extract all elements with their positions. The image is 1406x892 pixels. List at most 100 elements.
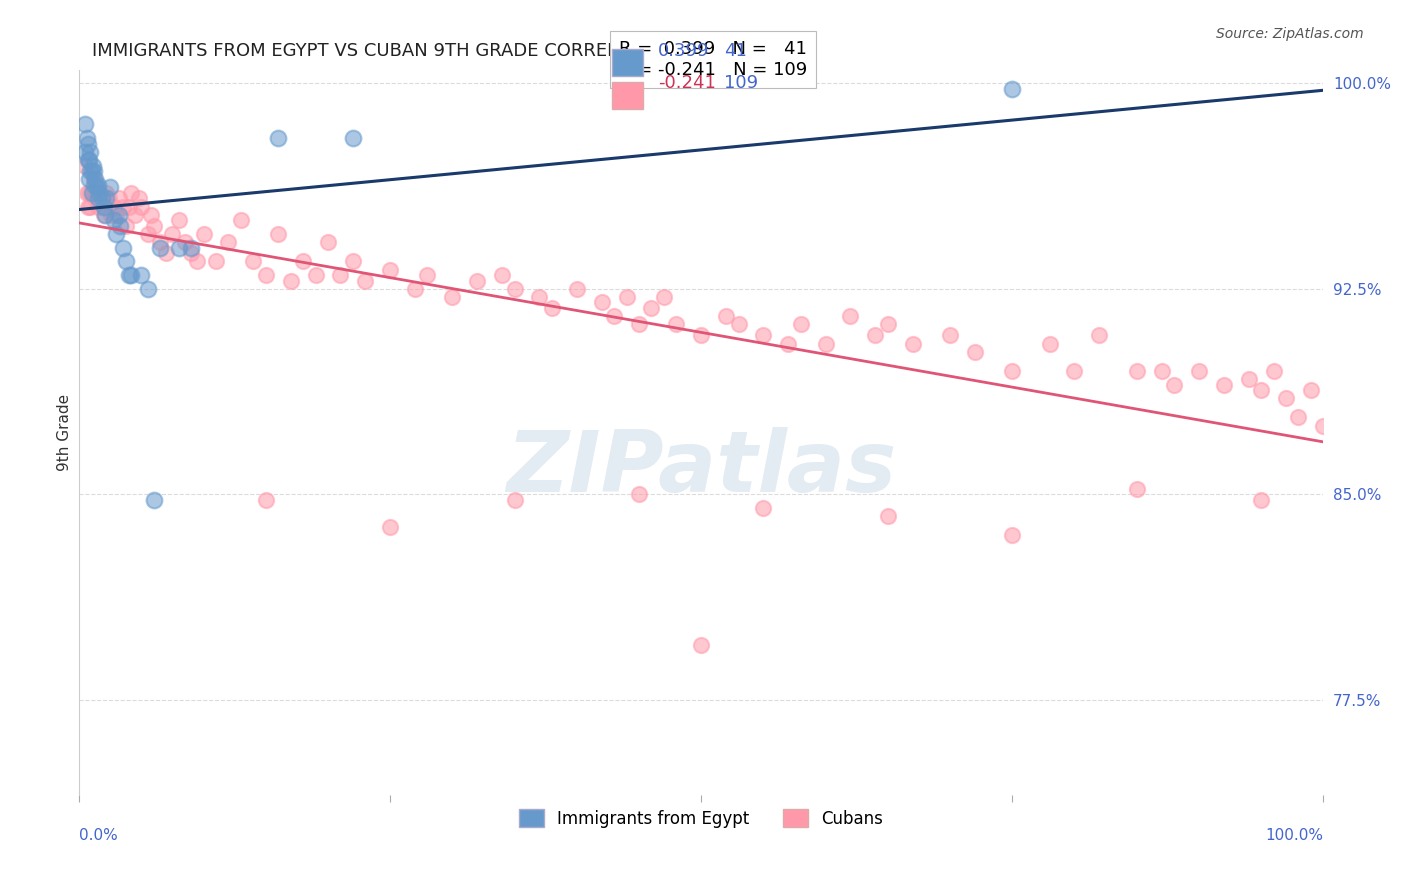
Point: [1275, 392, 1298, 406]
Point: [354, 273, 377, 287]
Point: [304, 268, 326, 282]
Point: [84, 172, 107, 186]
Point: [111, 241, 134, 255]
Point: [229, 213, 252, 227]
Point: [1163, 377, 1185, 392]
Point: [217, 235, 239, 250]
Point: [87, 186, 110, 200]
Point: [108, 208, 131, 222]
Text: 41: 41: [724, 42, 747, 60]
Point: [136, 282, 159, 296]
Point: [616, 290, 638, 304]
Point: [1263, 364, 1285, 378]
Point: [1001, 364, 1024, 378]
Point: [142, 492, 165, 507]
Point: [118, 268, 141, 282]
Point: [115, 254, 138, 268]
Point: [162, 227, 184, 241]
Point: [96, 191, 118, 205]
Point: [167, 241, 190, 255]
Point: [441, 290, 464, 304]
Point: [1038, 336, 1060, 351]
Point: [76, 136, 98, 151]
Point: [790, 318, 813, 332]
Point: [94, 208, 117, 222]
Point: [714, 309, 737, 323]
Point: [76, 200, 98, 214]
Point: [180, 246, 202, 260]
Point: [378, 262, 401, 277]
Point: [83, 164, 105, 178]
Point: [565, 282, 588, 296]
Point: [77, 172, 100, 186]
Point: [155, 246, 177, 260]
Point: [149, 241, 172, 255]
Legend: Immigrants from Egypt, Cubans: Immigrants from Egypt, Cubans: [512, 803, 890, 834]
Point: [82, 159, 104, 173]
Point: [1299, 383, 1322, 397]
Text: R =  0.399   N =   41
R = -0.241   N = 109: R = 0.399 N = 41 R = -0.241 N = 109: [619, 40, 807, 78]
Point: [83, 178, 105, 192]
Point: [80, 186, 103, 200]
Point: [503, 492, 526, 507]
Point: [465, 273, 488, 287]
Point: [87, 186, 110, 200]
Point: [254, 268, 277, 282]
Point: [280, 273, 302, 287]
Point: [541, 301, 564, 315]
Point: [778, 336, 800, 351]
Point: [1063, 364, 1085, 378]
Point: [141, 208, 163, 222]
Text: 0.0%: 0.0%: [79, 828, 118, 843]
Point: [79, 200, 101, 214]
Point: [103, 200, 125, 214]
Text: 0.399: 0.399: [658, 42, 710, 60]
Point: [86, 180, 108, 194]
Point: [1212, 377, 1234, 392]
Point: [98, 180, 121, 194]
Point: [1125, 482, 1147, 496]
Point: [93, 208, 115, 222]
Point: [124, 208, 146, 222]
Point: [627, 487, 650, 501]
Point: [1250, 492, 1272, 507]
Point: [839, 309, 862, 323]
Point: [690, 638, 713, 652]
Point: [690, 328, 713, 343]
Point: [87, 178, 110, 192]
Point: [267, 227, 290, 241]
Text: 109: 109: [724, 74, 758, 92]
Point: [180, 241, 202, 255]
Point: [491, 268, 513, 282]
Point: [77, 153, 100, 167]
Point: [142, 219, 165, 233]
Point: [111, 200, 134, 214]
Point: [115, 219, 138, 233]
Point: [193, 227, 215, 241]
Point: [80, 186, 103, 200]
Text: 100.0%: 100.0%: [1265, 828, 1323, 843]
Point: [77, 186, 100, 200]
Point: [503, 282, 526, 296]
Point: [83, 172, 105, 186]
Point: [108, 191, 131, 205]
Point: [876, 509, 898, 524]
Point: [136, 227, 159, 241]
Point: [665, 318, 688, 332]
Point: [76, 153, 98, 167]
Point: [963, 344, 986, 359]
Point: [87, 191, 110, 205]
Point: [100, 208, 122, 222]
Point: [75, 145, 97, 159]
Y-axis label: 9th Grade: 9th Grade: [58, 394, 72, 471]
Point: [652, 290, 675, 304]
Point: [167, 213, 190, 227]
Point: [640, 301, 662, 315]
Point: [108, 219, 131, 233]
Point: [105, 227, 128, 241]
Point: [79, 164, 101, 178]
Point: [79, 145, 101, 159]
Point: [98, 191, 121, 205]
Point: [416, 268, 439, 282]
Point: [529, 290, 551, 304]
